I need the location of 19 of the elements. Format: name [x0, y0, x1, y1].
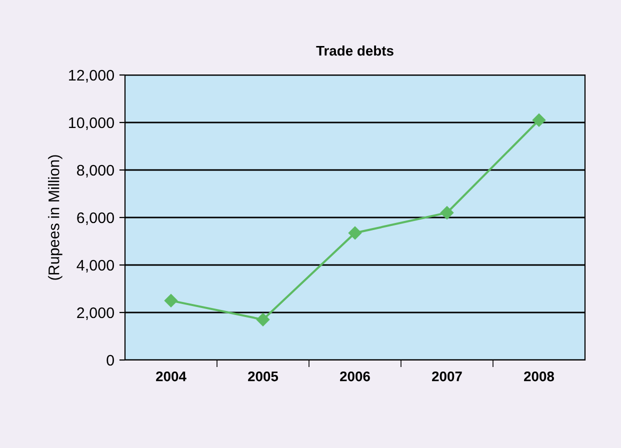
y-tick-label: 2,000: [77, 307, 114, 320]
chart-title: Trade debts: [316, 45, 394, 56]
point: [440, 206, 454, 220]
y-tick-label: 8,000: [77, 164, 114, 178]
y-tick-label: 10,000: [69, 117, 114, 130]
x-tick-label: 2006: [340, 371, 370, 382]
y-axis-title: (Rupees in Million): [48, 155, 62, 280]
point: [348, 226, 362, 240]
x-tick-label: 2004: [156, 371, 186, 382]
y-tick-label: 0: [106, 354, 114, 366]
point: [532, 114, 546, 127]
x-tick-label: 2007: [432, 371, 462, 382]
point: [256, 313, 270, 326]
x-tick-label: 2008: [524, 371, 554, 382]
point: [164, 294, 178, 308]
y-tick-label: 4,000: [76, 260, 114, 272]
x-tick-label: 2005: [248, 371, 278, 382]
y-tick-label: 6,000: [77, 212, 114, 225]
y-tick-label: 12,000: [69, 70, 114, 82]
